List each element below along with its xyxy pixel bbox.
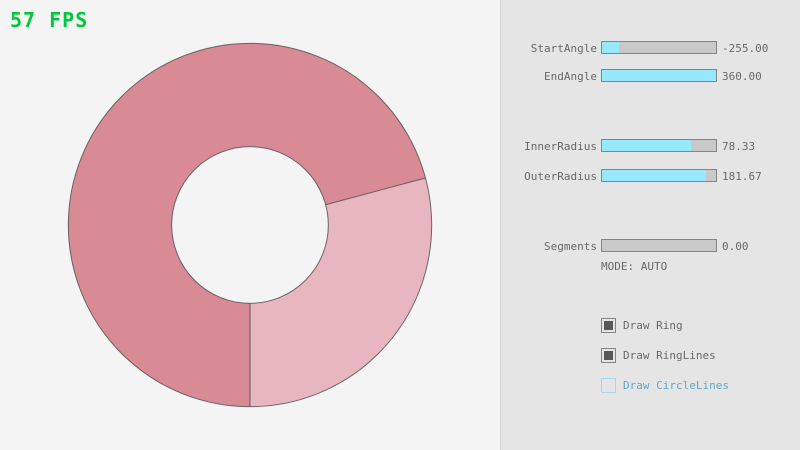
ring-sector-dark: [68, 43, 426, 407]
ring-radial-line-start: [325, 177, 426, 206]
control-panel: StartAngle -255.00 EndAngle 360.00 Inner…: [500, 0, 800, 450]
slider-label-segments: Segments: [544, 240, 597, 253]
slider-value-innerradius: 78.33: [722, 140, 756, 153]
checkbox-label-draw-ringlines: Draw RingLines: [623, 349, 716, 362]
slider-label-startangle: StartAngle: [530, 42, 597, 55]
startangle-slider[interactable]: [601, 41, 717, 54]
slider-fill: [602, 140, 691, 151]
innerradius-slider[interactable]: [601, 139, 717, 152]
slider-value-endangle: 360.00: [722, 70, 762, 83]
segments-slider[interactable]: [601, 239, 717, 252]
checkbox-draw-ring[interactable]: Draw Ring: [501, 318, 800, 333]
mode-text: MODE: AUTO: [601, 260, 668, 273]
checkmark-icon: [604, 351, 613, 360]
checkbox-icon: [601, 348, 616, 363]
slider-value-startangle: -255.00: [722, 42, 769, 55]
slider-label-innerradius: InnerRadius: [524, 140, 597, 153]
outerradius-slider[interactable]: [601, 169, 717, 182]
ring-visualization: [67, 42, 433, 408]
slider-fill: [602, 42, 620, 53]
endangle-slider[interactable]: [601, 69, 717, 82]
slider-row-startangle: StartAngle -255.00: [501, 41, 800, 55]
slider-fill: [602, 170, 706, 181]
slider-value-outerradius: 181.67: [722, 170, 762, 183]
checkbox-label-draw-ring: Draw Ring: [623, 319, 683, 332]
checkbox-draw-ringlines[interactable]: Draw RingLines: [501, 348, 800, 363]
slider-label-endangle: EndAngle: [544, 70, 597, 83]
slider-fill: [602, 70, 716, 81]
slider-row-segments: Segments 0.00: [501, 239, 800, 253]
slider-value-segments: 0.00: [722, 240, 749, 253]
fps-counter: 57 FPS: [10, 8, 89, 32]
checkmark-icon: [604, 321, 613, 330]
checkbox-draw-circlelines[interactable]: Draw CircleLines: [501, 378, 800, 393]
slider-row-outerradius: OuterRadius 181.67: [501, 169, 800, 183]
checkbox-label-draw-circlelines: Draw CircleLines: [623, 379, 729, 392]
slider-label-outerradius: OuterRadius: [524, 170, 597, 183]
ring-inner-outline: [171, 146, 329, 304]
checkbox-icon: [601, 318, 616, 333]
slider-row-innerradius: InnerRadius 78.33: [501, 139, 800, 153]
checkbox-icon: [601, 378, 616, 393]
slider-row-endangle: EndAngle 360.00: [501, 69, 800, 83]
ring-sector-light: [250, 177, 432, 407]
